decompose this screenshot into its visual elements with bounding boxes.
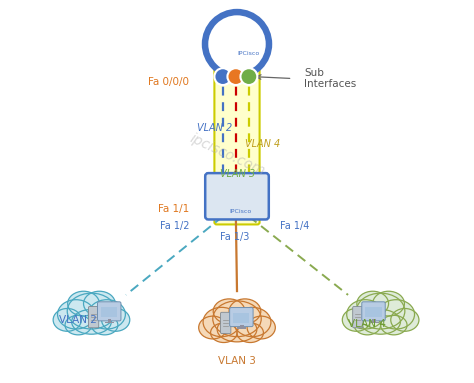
Text: Sub
Interfaces: Sub Interfaces (304, 68, 356, 89)
Bar (240, 325, 244, 328)
Bar (108, 319, 111, 322)
Ellipse shape (67, 293, 116, 329)
Text: VLAN 3: VLAN 3 (218, 356, 256, 366)
Circle shape (202, 9, 272, 79)
Ellipse shape (199, 316, 227, 339)
Bar (101, 307, 117, 317)
Text: VLAN 3: VLAN 3 (220, 169, 255, 179)
Text: Fa 1/2: Fa 1/2 (160, 221, 189, 231)
Text: VLAN 2: VLAN 2 (197, 123, 232, 133)
Ellipse shape (357, 291, 389, 316)
FancyBboxPatch shape (220, 312, 231, 334)
Ellipse shape (65, 315, 91, 335)
Text: Fa 1/1: Fa 1/1 (158, 204, 189, 214)
Circle shape (214, 68, 231, 85)
Ellipse shape (210, 323, 237, 342)
FancyBboxPatch shape (362, 302, 385, 321)
Circle shape (240, 68, 257, 85)
Ellipse shape (68, 291, 100, 316)
Ellipse shape (53, 308, 82, 331)
Text: VLAN 4: VLAN 4 (245, 139, 280, 149)
Bar (105, 322, 114, 323)
Text: ipcisco.com: ipcisco.com (188, 131, 267, 179)
Text: Fa 1/3: Fa 1/3 (219, 232, 249, 242)
FancyBboxPatch shape (89, 306, 99, 328)
Text: IPCisco: IPCisco (230, 209, 252, 214)
Ellipse shape (72, 309, 111, 334)
FancyBboxPatch shape (205, 173, 269, 219)
Ellipse shape (391, 308, 419, 331)
Bar (369, 322, 379, 323)
Ellipse shape (361, 309, 401, 334)
Ellipse shape (88, 300, 126, 329)
Text: VLAN 4: VLAN 4 (348, 319, 386, 329)
Ellipse shape (346, 300, 384, 329)
FancyBboxPatch shape (98, 302, 121, 321)
Bar (372, 319, 376, 322)
Text: Fa 0/0/0: Fa 0/0/0 (148, 77, 189, 87)
Ellipse shape (57, 300, 94, 329)
Ellipse shape (213, 299, 245, 324)
Ellipse shape (91, 315, 118, 335)
Ellipse shape (356, 293, 405, 329)
Ellipse shape (342, 308, 371, 331)
FancyBboxPatch shape (353, 306, 363, 328)
Ellipse shape (237, 323, 264, 342)
Ellipse shape (229, 299, 261, 324)
Text: Fa 1/4: Fa 1/4 (280, 221, 309, 231)
Bar (365, 307, 382, 317)
Text: VLAN 2: VLAN 2 (59, 315, 97, 325)
Ellipse shape (217, 317, 257, 342)
Ellipse shape (381, 315, 407, 335)
Ellipse shape (83, 291, 115, 316)
Bar (237, 327, 246, 329)
Ellipse shape (354, 315, 381, 335)
Text: IPCisco: IPCisco (237, 51, 260, 56)
Ellipse shape (373, 291, 404, 316)
Ellipse shape (213, 301, 261, 337)
FancyBboxPatch shape (214, 51, 260, 224)
Ellipse shape (203, 307, 240, 337)
Bar (233, 313, 249, 323)
Ellipse shape (378, 300, 415, 329)
Ellipse shape (101, 308, 130, 331)
Ellipse shape (234, 307, 271, 337)
Circle shape (228, 68, 244, 85)
FancyBboxPatch shape (229, 308, 253, 327)
Ellipse shape (247, 316, 275, 339)
Circle shape (208, 15, 266, 73)
